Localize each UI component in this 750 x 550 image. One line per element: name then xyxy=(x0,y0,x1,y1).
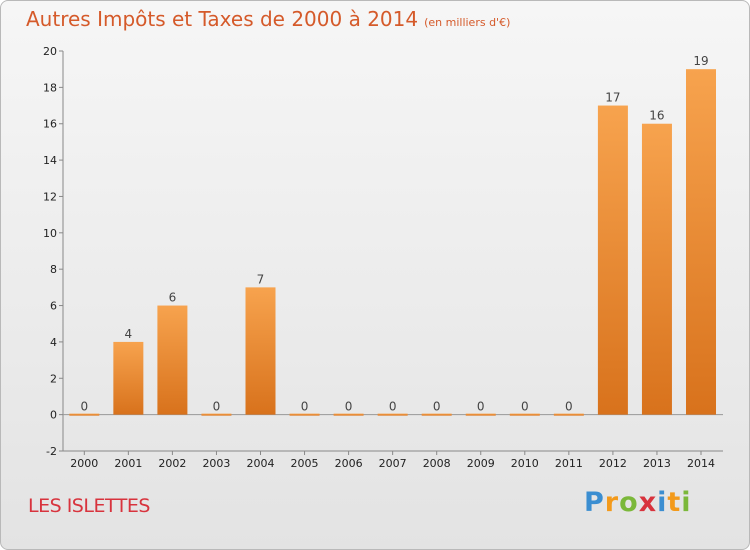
x-tick-label: 2010 xyxy=(511,457,539,470)
bar xyxy=(113,341,144,415)
bar-value-label: 0 xyxy=(301,400,309,414)
bar-value-label: 19 xyxy=(693,54,708,68)
y-tick-label: 14 xyxy=(43,154,57,167)
logo-letter: x xyxy=(638,487,658,518)
bar xyxy=(377,413,408,416)
bar-value-label: 0 xyxy=(345,400,353,414)
chart-title-text: Autres Impôts et Taxes de 2000 à 2014 xyxy=(26,7,419,31)
y-tick-label: 6 xyxy=(50,300,57,313)
x-tick-label: 2014 xyxy=(687,457,715,470)
y-tick-label: 20 xyxy=(43,45,57,58)
bar xyxy=(421,413,452,416)
x-tick-label: 2001 xyxy=(114,457,142,470)
y-tick-label: 10 xyxy=(43,227,57,240)
bar-value-label: 6 xyxy=(169,291,177,305)
bar xyxy=(509,413,540,416)
bar-value-label: 0 xyxy=(80,400,88,414)
logo-letter: i xyxy=(681,487,692,518)
bar xyxy=(333,413,364,416)
bar-value-label: 7 xyxy=(257,272,265,286)
y-tick-label: 0 xyxy=(50,409,57,422)
bar xyxy=(686,69,716,415)
bar-value-label: 0 xyxy=(213,400,221,414)
bar xyxy=(465,413,496,416)
proxiti-logo: Proxiti xyxy=(584,487,692,518)
y-tick-label: 12 xyxy=(43,190,57,203)
bar-value-label: 16 xyxy=(649,109,664,123)
x-tick-label: 2013 xyxy=(643,457,671,470)
x-tick-label: 2009 xyxy=(467,457,495,470)
x-tick-label: 2003 xyxy=(202,457,230,470)
chart-title: Autres Impôts et Taxes de 2000 à 2014 (en… xyxy=(26,7,510,31)
bar-value-label: 0 xyxy=(521,400,529,414)
logo-letter: P xyxy=(584,487,605,518)
y-tick-label: 2 xyxy=(50,372,57,385)
y-tick-label: 8 xyxy=(50,263,57,276)
bar xyxy=(597,105,628,415)
x-tick-label: 2000 xyxy=(70,457,98,470)
y-tick-label: 16 xyxy=(43,118,57,131)
commune-name: LES ISLETTES xyxy=(28,495,150,517)
bar-value-label: 0 xyxy=(565,400,573,414)
y-tick-label: -2 xyxy=(46,445,57,458)
x-tick-label: 2005 xyxy=(291,457,319,470)
bar-value-label: 17 xyxy=(605,91,620,105)
bar-value-label: 0 xyxy=(389,400,397,414)
bar-value-label: 0 xyxy=(477,400,485,414)
bar-value-label: 4 xyxy=(125,327,133,341)
logo-letter: i xyxy=(657,487,668,518)
bar xyxy=(201,413,232,416)
logo-letter: t xyxy=(667,487,682,518)
bar xyxy=(157,305,188,415)
x-tick-label: 2004 xyxy=(247,457,275,470)
logo-letter: o xyxy=(619,487,639,518)
bar xyxy=(641,123,672,415)
bar-value-label: 0 xyxy=(433,400,441,414)
y-tick-label: 4 xyxy=(50,336,57,349)
x-tick-label: 2012 xyxy=(599,457,627,470)
bar xyxy=(289,413,320,416)
bar xyxy=(245,287,276,415)
x-tick-label: 2008 xyxy=(423,457,451,470)
x-tick-label: 2007 xyxy=(379,457,407,470)
bar xyxy=(69,413,100,416)
logo-letter: r xyxy=(604,487,620,518)
y-tick-label: 18 xyxy=(43,81,57,94)
x-tick-label: 2006 xyxy=(335,457,363,470)
chart-unit: (en milliers d'€) xyxy=(424,16,511,29)
bar xyxy=(553,413,584,416)
x-tick-label: 2002 xyxy=(158,457,186,470)
x-tick-label: 2011 xyxy=(555,457,583,470)
